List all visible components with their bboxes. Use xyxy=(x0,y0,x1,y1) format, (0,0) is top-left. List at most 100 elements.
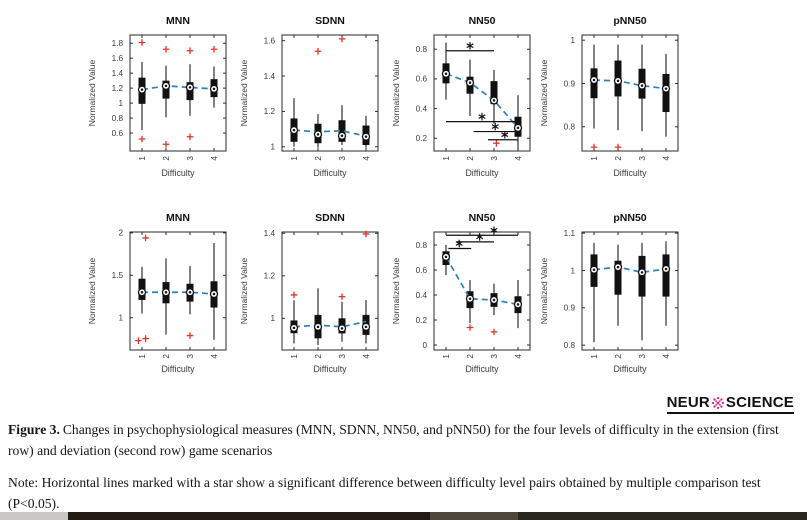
svg-text:1: 1 xyxy=(290,156,299,161)
svg-text:3: 3 xyxy=(338,354,347,359)
svg-text:2: 2 xyxy=(614,354,623,359)
svg-text:3: 3 xyxy=(490,354,499,359)
svg-text:1.2: 1.2 xyxy=(264,107,276,116)
svg-text:3: 3 xyxy=(338,156,347,161)
svg-text:pNN50: pNN50 xyxy=(613,212,646,224)
figure-caption: Figure 3. Changes in psychophysiological … xyxy=(8,419,800,461)
svg-text:1.5: 1.5 xyxy=(112,271,124,280)
svg-text:1: 1 xyxy=(570,36,575,45)
svg-text:0.2: 0.2 xyxy=(416,134,428,143)
svg-text:Difficulty: Difficulty xyxy=(161,364,195,374)
svg-text:MNN: MNN xyxy=(166,212,190,224)
svg-text:1: 1 xyxy=(118,99,123,108)
subplot-pnn50-row1: 0.8 0.9 1 1 2 3 4 pNN50 Difficulty Normalized Val… xyxy=(539,15,679,178)
svg-text:2: 2 xyxy=(118,229,123,238)
figure-caption-text: Changes in psychophysiological measures … xyxy=(8,422,779,458)
figure-canvas: 0.6 0.8 1 1.2 1.4 1.6 1.8 1 2 3 4 MNN Difficulty Norm… xyxy=(87,15,679,374)
svg-text:0.4: 0.4 xyxy=(416,104,428,113)
svg-text:0.6: 0.6 xyxy=(416,266,428,275)
svg-text:pNN50: pNN50 xyxy=(613,15,646,27)
svg-text:3: 3 xyxy=(638,156,647,161)
svg-text:4: 4 xyxy=(514,156,523,161)
svg-text:0.9: 0.9 xyxy=(564,79,576,88)
svg-text:1: 1 xyxy=(442,156,451,161)
svg-text:Difficulty: Difficulty xyxy=(161,168,195,178)
svg-text:1: 1 xyxy=(290,354,299,359)
footer-bar-segment xyxy=(518,512,807,520)
subplot-pnn50-row2: 0.8 0.9 1 1.1 1 2 3 4 pNN50 Difficulty Normalized … xyxy=(539,212,679,374)
svg-text:0.4: 0.4 xyxy=(416,291,428,300)
svg-text:0.2: 0.2 xyxy=(416,316,428,325)
svg-text:SDNN: SDNN xyxy=(315,15,345,27)
svg-text:2: 2 xyxy=(314,354,323,359)
svg-text:Normalized Value: Normalized Value xyxy=(239,60,249,127)
svg-text:Normalized Value: Normalized Value xyxy=(391,258,401,325)
footer-bar-segment xyxy=(430,512,518,520)
svg-text:1: 1 xyxy=(590,156,599,161)
svg-text:1.6: 1.6 xyxy=(112,54,124,63)
svg-text:2: 2 xyxy=(466,354,475,359)
svg-text:NN50: NN50 xyxy=(469,212,496,224)
footer-bar xyxy=(0,512,807,520)
svg-text:1.4: 1.4 xyxy=(264,72,276,81)
svg-text:NN50: NN50 xyxy=(469,15,496,27)
svg-text:0.8: 0.8 xyxy=(416,241,428,250)
svg-text:4: 4 xyxy=(210,354,219,359)
svg-text:0: 0 xyxy=(422,341,427,350)
svg-text:0.6: 0.6 xyxy=(112,129,124,138)
svg-text:1.2: 1.2 xyxy=(112,84,124,93)
svg-text:2: 2 xyxy=(614,156,623,161)
svg-text:1: 1 xyxy=(138,354,147,359)
svg-text:3: 3 xyxy=(490,156,499,161)
svg-text:3: 3 xyxy=(186,156,195,161)
svg-text:0.8: 0.8 xyxy=(112,114,124,123)
svg-text:3: 3 xyxy=(186,354,195,359)
svg-text:1.1: 1.1 xyxy=(564,229,576,238)
svg-text:Normalized Value: Normalized Value xyxy=(87,258,97,325)
svg-text:4: 4 xyxy=(662,156,671,161)
subplot-sdnn-row1: 1 1.2 1.4 1.6 1 2 3 4 SDNN Difficulty Normalized V… xyxy=(239,15,379,178)
svg-text:4: 4 xyxy=(362,354,371,359)
svg-text:1: 1 xyxy=(118,314,123,323)
svg-text:Normalized Value: Normalized Value xyxy=(87,60,97,127)
svg-text:1: 1 xyxy=(270,314,275,323)
logo-o-dotted-circle-icon xyxy=(711,396,724,409)
svg-text:Normalized Value: Normalized Value xyxy=(391,60,401,127)
svg-text:Difficulty: Difficulty xyxy=(465,168,499,178)
svg-text:1.8: 1.8 xyxy=(112,39,124,48)
svg-text:1: 1 xyxy=(270,143,275,152)
svg-text:1: 1 xyxy=(570,266,575,275)
svg-text:2: 2 xyxy=(466,156,475,161)
svg-text:Normalized Value: Normalized Value xyxy=(539,60,549,127)
footer-bar-segment xyxy=(0,512,68,520)
svg-text:1.2: 1.2 xyxy=(264,272,276,281)
subplot-nn50-row2: 0 0.2 0.4 0.6 0.8 1 2 3 4 NN50 Difficulty Normalize… xyxy=(391,212,531,374)
svg-text:4: 4 xyxy=(362,156,371,161)
logo-text-left: NEUR xyxy=(666,394,710,411)
svg-text:0.6: 0.6 xyxy=(416,75,428,84)
svg-text:Difficulty: Difficulty xyxy=(613,168,647,178)
svg-text:2: 2 xyxy=(314,156,323,161)
figure-note: Note: Horizontal lines marked with a sta… xyxy=(8,475,761,511)
subplot-sdnn-row2: 1 1.2 1.4 1 2 3 4 SDNN Difficulty Normalized Valu… xyxy=(239,212,379,374)
svg-text:4: 4 xyxy=(662,354,671,359)
svg-text:Difficulty: Difficulty xyxy=(313,364,347,374)
svg-text:1.6: 1.6 xyxy=(264,36,276,45)
svg-text:Difficulty: Difficulty xyxy=(465,364,499,374)
subplot-nn50-row1: 0.2 0.4 0.6 0.8 1 2 3 4 NN50 Difficulty Normalized… xyxy=(391,15,531,178)
figure-caption-label: Figure 3. xyxy=(8,422,60,437)
svg-text:4: 4 xyxy=(210,156,219,161)
svg-text:MNN: MNN xyxy=(166,15,190,27)
svg-text:3: 3 xyxy=(638,354,647,359)
subplot-mnn-row1: 0.6 0.8 1 1.2 1.4 1.6 1.8 1 2 3 4 MNN Difficulty Norm… xyxy=(87,15,227,178)
svg-text:Difficulty: Difficulty xyxy=(613,364,647,374)
svg-text:Difficulty: Difficulty xyxy=(313,168,347,178)
svg-text:1: 1 xyxy=(590,354,599,359)
svg-text:0.8: 0.8 xyxy=(564,341,576,350)
subplot-mnn-row2: 1 1.5 2 1 2 3 4 MNN Difficulty Normalized Value xyxy=(87,212,227,374)
svg-text:Normalized Value: Normalized Value xyxy=(239,258,249,325)
svg-text:4: 4 xyxy=(514,354,523,359)
svg-text:SDNN: SDNN xyxy=(315,212,345,224)
svg-text:2: 2 xyxy=(162,156,171,161)
